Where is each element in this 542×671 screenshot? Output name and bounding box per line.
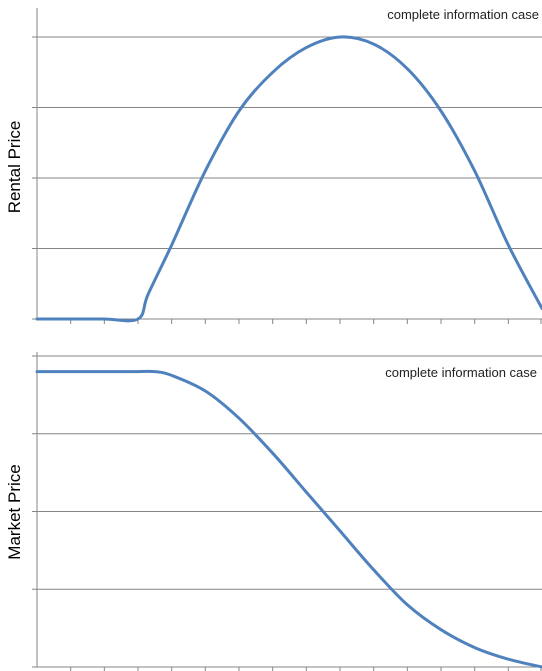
market-price-annotation: complete information case [385, 365, 537, 380]
market-price-series-line [35, 369, 542, 669]
market-price-gridlines [32, 355, 542, 590]
rental-price-chart: complete information case Rental Price [5, 7, 542, 324]
rental-price-gridlines [32, 36, 542, 249]
market-price-chart: complete information case Market Price [5, 352, 542, 671]
market-price-y-axis-label: Market Price [5, 464, 24, 559]
rental-price-annotation: complete information case [387, 7, 539, 22]
rental-price-axes [32, 8, 542, 324]
rental-price-y-axis-label: Rental Price [5, 121, 24, 214]
rental-price-series-line [35, 35, 542, 323]
market-price-axes [32, 352, 542, 671]
